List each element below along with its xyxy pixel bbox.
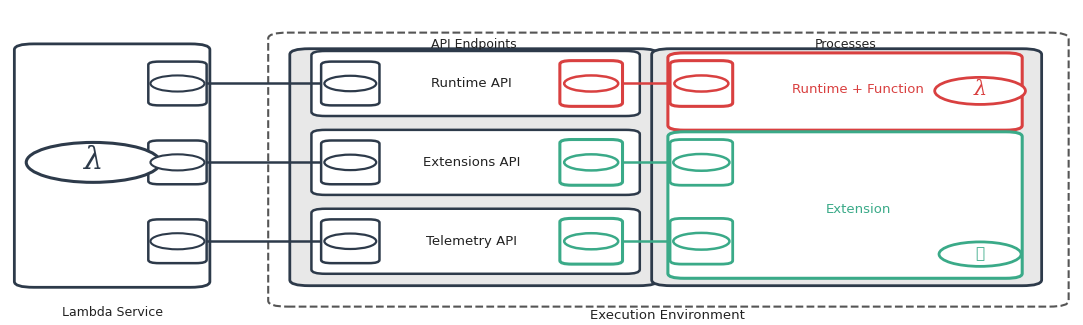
FancyBboxPatch shape [148, 219, 207, 263]
Circle shape [939, 242, 1021, 266]
Circle shape [564, 154, 618, 170]
FancyBboxPatch shape [312, 51, 640, 116]
Circle shape [26, 142, 160, 182]
Text: Telemetry API: Telemetry API [426, 235, 517, 248]
FancyBboxPatch shape [560, 139, 623, 185]
FancyBboxPatch shape [322, 219, 379, 263]
FancyBboxPatch shape [312, 130, 640, 195]
FancyBboxPatch shape [14, 44, 210, 287]
FancyBboxPatch shape [322, 62, 379, 105]
Text: Runtime + Function: Runtime + Function [792, 84, 924, 97]
Circle shape [564, 75, 618, 92]
Circle shape [325, 234, 376, 249]
Circle shape [564, 233, 618, 249]
Text: Execution Environment: Execution Environment [590, 309, 745, 322]
Text: Processes: Processes [815, 38, 877, 51]
Circle shape [325, 155, 376, 170]
Circle shape [151, 154, 205, 170]
Circle shape [674, 233, 730, 250]
Circle shape [674, 154, 730, 171]
FancyBboxPatch shape [148, 140, 207, 184]
FancyBboxPatch shape [290, 49, 658, 286]
FancyBboxPatch shape [668, 53, 1022, 130]
FancyBboxPatch shape [670, 218, 733, 264]
Text: Extensions API: Extensions API [422, 156, 520, 169]
FancyBboxPatch shape [322, 140, 379, 184]
FancyBboxPatch shape [560, 218, 623, 264]
Circle shape [935, 77, 1026, 104]
Circle shape [325, 76, 376, 91]
Text: λ: λ [83, 145, 103, 176]
Text: ⏻: ⏻ [976, 247, 984, 262]
FancyBboxPatch shape [312, 209, 640, 274]
Circle shape [151, 75, 205, 92]
FancyBboxPatch shape [668, 132, 1022, 278]
Circle shape [151, 233, 205, 249]
FancyBboxPatch shape [652, 49, 1042, 286]
FancyBboxPatch shape [560, 61, 623, 106]
Text: API Endpoints: API Endpoints [431, 38, 517, 51]
FancyBboxPatch shape [670, 139, 733, 185]
FancyBboxPatch shape [148, 62, 207, 105]
Text: Extension: Extension [825, 202, 890, 215]
FancyBboxPatch shape [670, 61, 733, 106]
Text: λ: λ [974, 80, 987, 99]
Text: Lambda Service: Lambda Service [62, 306, 164, 318]
Text: Runtime API: Runtime API [431, 77, 511, 90]
Circle shape [675, 75, 729, 92]
